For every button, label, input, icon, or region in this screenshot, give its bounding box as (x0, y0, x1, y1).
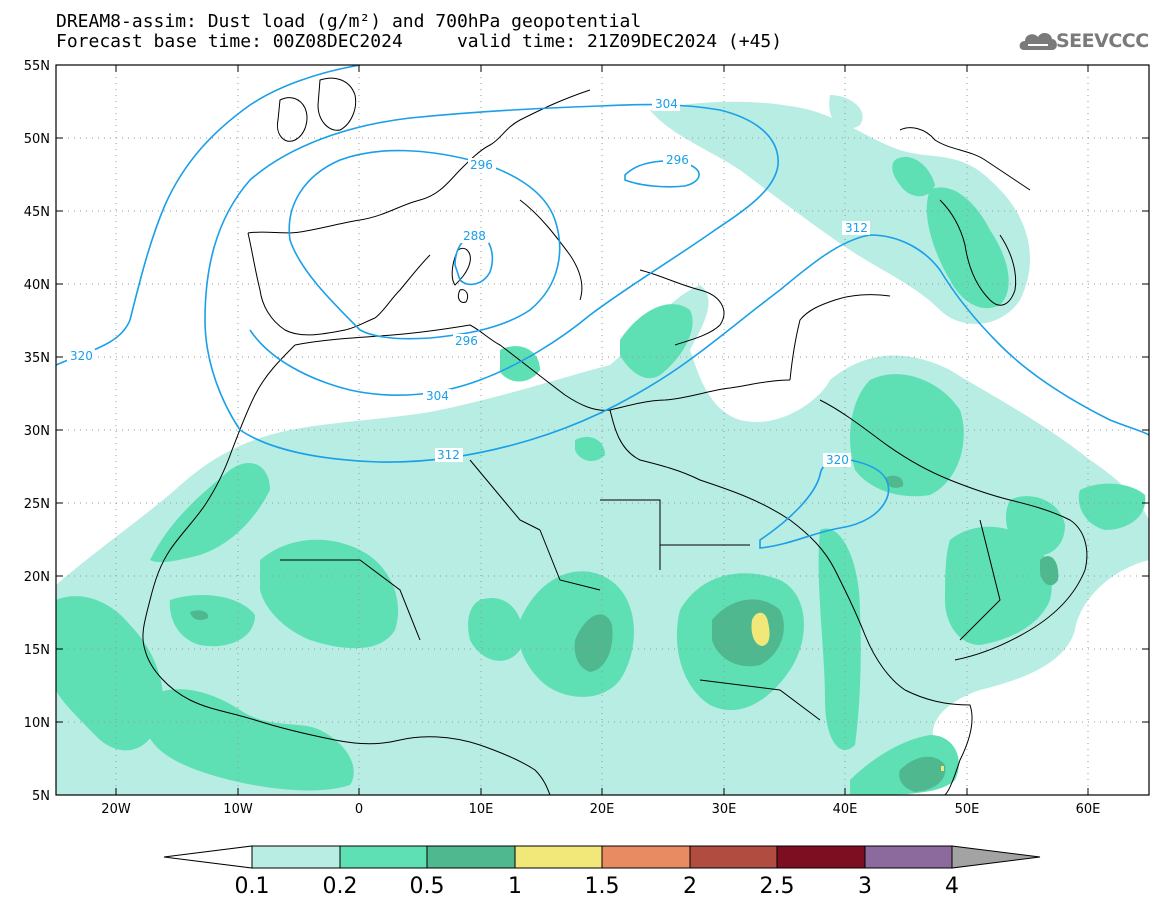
colorbar-segment (514, 845, 603, 869)
cloud-icon (1019, 33, 1057, 50)
colorbar-label: 0.1 (235, 874, 270, 899)
colorbar-label: 1.5 (585, 874, 620, 899)
contour-label: 288 (463, 229, 486, 243)
lon-label: 40E (833, 802, 858, 817)
map-title-line1: DREAM8-assim: Dust load (g/m²) and 700hP… (56, 11, 642, 32)
lat-label: 40N (24, 278, 50, 293)
colorbar-label: 2.5 (760, 874, 795, 899)
colorbar-label: 3 (858, 874, 872, 899)
contour-label: 320 (70, 349, 93, 363)
contour-labels: 304 296 296 288 312 296 304 312 320 320 (67, 97, 870, 467)
contour-label: 312 (437, 448, 460, 462)
grid-lines (56, 65, 1149, 795)
lat-label: 45N (24, 205, 50, 220)
lat-label: 50N (24, 132, 50, 147)
colorbar-label: 1 (508, 874, 522, 899)
colorbar (163, 845, 1041, 869)
lat-label: 35N (24, 351, 50, 366)
colorbar-label: 0.5 (410, 874, 445, 899)
lat-label: 25N (24, 497, 50, 512)
map-title-line2: Forecast base time: 00Z08DEC2024 valid t… (56, 31, 783, 52)
colorbar-segment (251, 845, 341, 869)
contour-label: 320 (826, 453, 849, 467)
contour-label: 304 (426, 389, 449, 403)
lon-label: 20E (590, 802, 615, 817)
colorbar-labels: 0.1 0.2 0.5 1 1.5 2 2.5 3 4 (235, 874, 960, 899)
lon-label: 30E (712, 802, 737, 817)
lat-label: 55N (24, 59, 50, 74)
logo-text: SEEVCCC (1056, 30, 1149, 52)
contour-label: 296 (666, 153, 689, 167)
colorbar-segment (163, 845, 253, 869)
lon-label: 10E (469, 802, 494, 817)
lon-label: 60E (1076, 802, 1101, 817)
colorbar-segment (689, 845, 778, 869)
colorbar-segment (951, 845, 1041, 869)
contour-label: 312 (845, 221, 868, 235)
colorbar-segment (864, 845, 953, 869)
lat-label: 10N (24, 716, 50, 731)
longitude-labels: 20W 10W 0 10E 20E 30E 40E 50E 60E (101, 802, 1100, 817)
contour-label: 304 (655, 97, 678, 111)
lon-label: 50E (955, 802, 980, 817)
colorbar-label: 0.2 (323, 874, 358, 899)
contour-label: 296 (455, 334, 478, 348)
latitude-labels: 55N 50N 45N 40N 35N 30N 25N 20N 15N 10N … (24, 59, 50, 804)
colorbar-segment (426, 845, 516, 869)
lon-label: 20W (101, 802, 131, 817)
axis-ticks (56, 64, 1149, 795)
coastlines (142, 77, 1088, 795)
lon-label: 10W (223, 802, 253, 817)
colorbar-label: 4 (945, 874, 959, 899)
lon-label: 0 (355, 802, 363, 817)
geopotential-contours (56, 65, 1149, 549)
colorbar-label: 2 (683, 874, 697, 899)
colorbar-segment (776, 845, 866, 869)
lat-label: 5N (32, 789, 50, 804)
contour-label: 296 (470, 158, 493, 172)
colorbar-segment (339, 845, 428, 869)
lat-label: 30N (24, 424, 50, 439)
lat-label: 15N (24, 643, 50, 658)
colorbar-segment (601, 845, 691, 869)
lat-label: 20N (24, 570, 50, 585)
